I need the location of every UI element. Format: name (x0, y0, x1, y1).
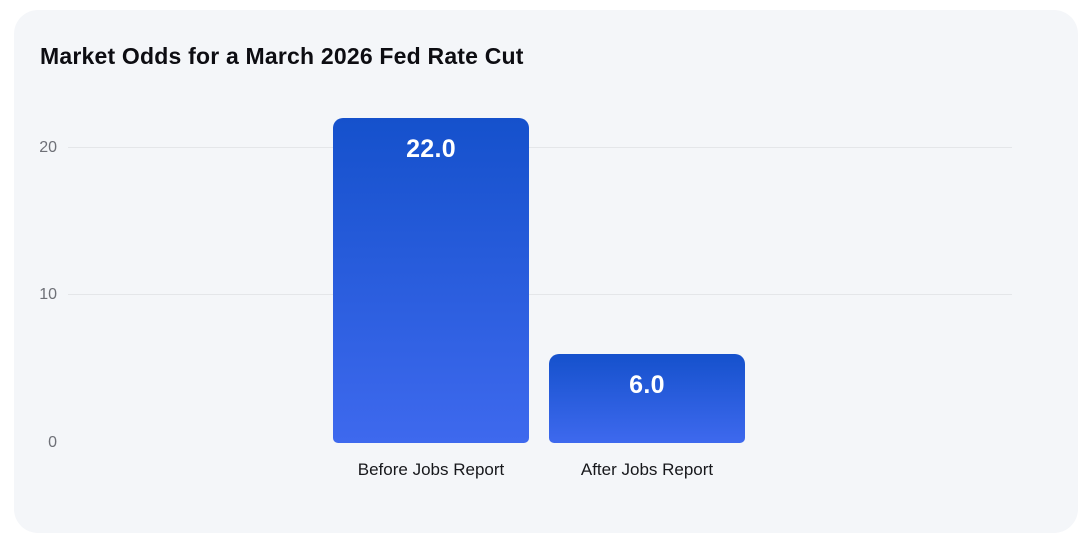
bar-value-label: 22.0 (406, 135, 456, 164)
x-axis-category-label: Before Jobs Report (357, 460, 505, 479)
bar-after-jobs-report: 6.0 (549, 354, 745, 443)
y-tick-label-10: 10 (39, 286, 57, 304)
y-tick-label-0: 0 (48, 434, 57, 451)
chart-title: Market Odds for a March 2026 Fed Rate Cu… (40, 43, 524, 69)
bar-value-label: 6.0 (629, 371, 665, 400)
gridline-10 (68, 294, 1012, 296)
gridline-20 (68, 146, 1012, 148)
x-axis-category-label: After Jobs Report (580, 460, 714, 479)
chart-card: Market Odds for a March 2026 Fed Rate Cu… (14, 10, 1078, 533)
bar-chart-plot: 0 10 20 22.0 6.0 Before Jobs Report After Jo… (39, 100, 1012, 479)
bar-before-jobs-report: 22.0 (333, 118, 529, 443)
y-tick-label-20: 20 (39, 138, 57, 156)
